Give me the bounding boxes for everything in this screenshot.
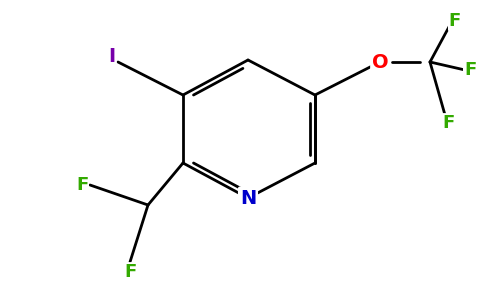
Text: F: F [449, 12, 461, 30]
Text: F: F [442, 114, 454, 132]
Text: F: F [464, 61, 476, 79]
Text: F: F [76, 176, 88, 194]
Text: O: O [372, 52, 388, 71]
Text: N: N [240, 188, 256, 208]
Text: F: F [124, 263, 136, 281]
Text: I: I [108, 47, 116, 67]
